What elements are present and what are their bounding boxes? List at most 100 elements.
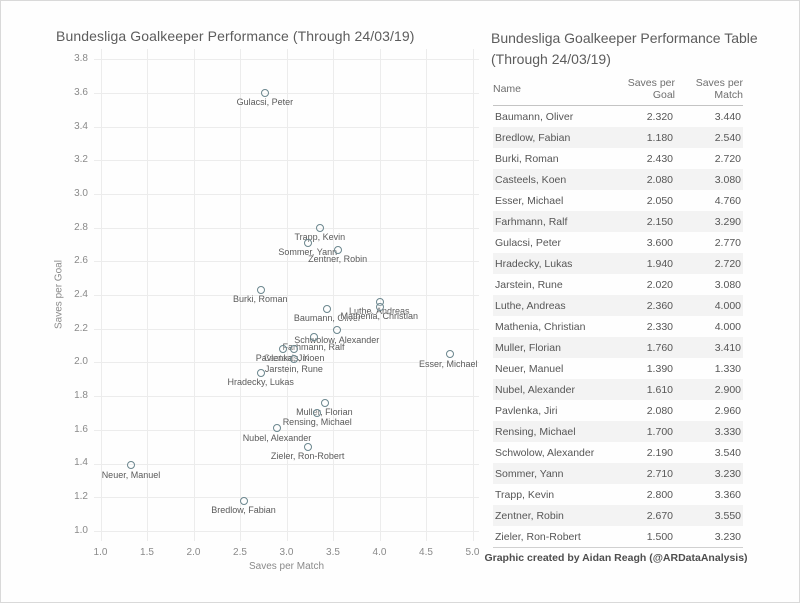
y-tick-label: 3.4 (74, 120, 88, 132)
scatter-point[interactable] (278, 344, 287, 353)
scatter-point[interactable] (309, 333, 318, 342)
table-row[interactable]: Rensing, Michael 1.700 3.330 (493, 421, 743, 442)
cell-name: Mathenia, Christian (495, 320, 586, 333)
scatter-point[interactable] (333, 245, 342, 254)
x-tick-label: 2.5 (233, 547, 247, 558)
scatter-point[interactable] (320, 398, 329, 407)
point-label: Burki, Roman (233, 294, 288, 305)
cell-saves-per-match: 4.000 (714, 299, 741, 312)
point-label: Schwolow, Alexander (294, 334, 380, 345)
cell-saves-per-match: 3.360 (714, 488, 741, 501)
y-tick-label: 3.6 (74, 86, 88, 98)
table-row[interactable]: Jarstein, Rune 2.020 3.080 (493, 274, 743, 295)
cell-saves-per-goal: 2.150 (646, 215, 673, 228)
cell-saves-per-match: 2.900 (714, 383, 741, 396)
cell-name: Trapp, Kevin (495, 488, 555, 501)
y-tick-label: 1.0 (74, 524, 88, 536)
cell-name: Muller, Florian (495, 341, 561, 354)
scatter-point[interactable] (289, 355, 298, 363)
scatter-point[interactable] (256, 285, 265, 294)
column-header[interactable]: Saves per Goal (613, 75, 675, 106)
scatter-point[interactable] (256, 368, 265, 377)
cell-saves-per-goal: 2.190 (646, 446, 673, 459)
table-title: Bundesliga Goalkeeper Performance Table … (491, 30, 758, 67)
table-row[interactable]: Burki, Roman 2.430 2.720 (493, 148, 743, 169)
scatter-point[interactable] (316, 223, 324, 232)
scatter-point[interactable] (303, 238, 312, 247)
cell-saves-per-match: 3.230 (714, 467, 741, 480)
scatter-point[interactable] (239, 496, 248, 505)
cell-saves-per-goal: 2.430 (646, 152, 673, 165)
table-row[interactable]: Trapp, Kevin 2.800 3.360 (493, 484, 743, 505)
x-tick-label: 5.0 (465, 547, 480, 558)
cell-name: Sommer, Yann (495, 467, 564, 480)
x-tick-label: 1.0 (93, 547, 108, 558)
column-header[interactable]: Name (493, 75, 613, 106)
cell-name: Jarstein, Rune (495, 278, 563, 291)
table-header-row: Name Saves per Goal Saves per Match (493, 75, 743, 106)
point-label: Farhmann, Ralf (282, 341, 345, 352)
column-header[interactable]: Saves per Match (675, 75, 743, 106)
table-row[interactable]: Nubel, Alexander 1.610 2.900 (493, 379, 743, 400)
table-row[interactable]: Schwolow, Alexander 2.190 3.540 (493, 442, 743, 463)
gridline-x (147, 49, 148, 541)
cell-saves-per-match: 3.080 (714, 173, 741, 186)
cell-saves-per-match: 3.080 (714, 278, 741, 291)
scatter-point[interactable] (261, 88, 270, 97)
gridline-x (426, 49, 427, 541)
cell-saves-per-goal: 2.710 (646, 467, 673, 480)
table-row[interactable]: Bredlow, Fabian 1.180 2.540 (493, 127, 743, 148)
table-row[interactable]: Luthe, Andreas 2.360 4.000 (493, 295, 743, 316)
point-label: Nubel, Alexander (242, 432, 312, 443)
scatter-point[interactable] (303, 442, 312, 451)
table-row[interactable]: Casteels, Koen 2.080 3.080 (493, 169, 743, 190)
scatter-point[interactable] (289, 344, 298, 353)
credit-text: Graphic created by Aidan Reagh (@ARDataA… (484, 552, 748, 564)
table-row[interactable]: Esser, Michael 2.050 4.760 (493, 190, 743, 211)
table-row[interactable]: Muller, Florian 1.760 3.410 (493, 337, 743, 358)
y-tick-label: 2.0 (74, 356, 88, 368)
gridline-x (286, 49, 288, 541)
cell-saves-per-goal: 1.500 (613, 526, 675, 548)
scatter-point[interactable] (446, 350, 455, 358)
scatter-point[interactable] (313, 408, 322, 417)
table-row[interactable]: Zieler, Ron-Robert 1.500 3.230 (493, 526, 743, 548)
table-row[interactable]: Sommer, Yann 2.710 3.230 (493, 463, 743, 484)
scatter-point[interactable] (332, 326, 341, 335)
table-row[interactable]: Mathenia, Christian 2.330 4.000 (493, 316, 743, 337)
cell-saves-per-goal: 1.760 (646, 341, 673, 354)
cell-name: Burki, Roman (495, 152, 559, 165)
table-row[interactable]: Pavlenka, Jiri 2.080 2.960 (493, 400, 743, 421)
cell-saves-per-match: 4.000 (714, 320, 741, 333)
cell-saves-per-match: 3.290 (714, 215, 741, 228)
table-row[interactable]: Gulacsi, Peter 3.600 2.770 (493, 232, 743, 253)
scatter-point[interactable] (375, 302, 384, 311)
cell-saves-per-match: 4.760 (714, 194, 741, 207)
table-row[interactable]: Baumann, Oliver 2.320 3.440 (493, 106, 743, 128)
y-tick-label: 3.8 (74, 53, 88, 65)
point-label: Rensing, Michael (282, 417, 352, 428)
gridline-x (379, 49, 381, 541)
gridline-x (240, 49, 241, 541)
gridline-x (193, 49, 195, 541)
cell-saves-per-goal: 2.800 (646, 488, 673, 501)
point-label: Zentner, Robin (308, 254, 368, 264)
point-label: Neuer, Manuel (101, 469, 161, 480)
y-tick-label: 3.2 (74, 154, 88, 166)
y-tick-label: 2.8 (74, 221, 88, 233)
scatter-point[interactable] (127, 461, 136, 470)
cell-name: Baumann, Oliver (495, 110, 574, 123)
table-row[interactable]: Neuer, Manuel 1.390 1.330 (493, 358, 743, 379)
cell-name: Zentner, Robin (495, 509, 564, 522)
point-label: Zieler, Ron-Robert (270, 451, 345, 462)
table-row[interactable]: Hradecky, Lukas 1.940 2.720 (493, 253, 743, 274)
table-row[interactable]: Farhmann, Ralf 2.150 3.290 (493, 211, 743, 232)
point-label: Hradecky, Lukas (227, 377, 294, 387)
scatter-point[interactable] (273, 424, 282, 433)
cell-saves-per-match: 2.720 (714, 152, 741, 165)
cell-name: Nubel, Alexander (495, 383, 575, 396)
table-row[interactable]: Zentner, Robin 2.670 3.550 (493, 505, 743, 526)
gridline-x (333, 49, 334, 541)
scatter-point[interactable] (323, 304, 332, 313)
cell-name: Gulacsi, Peter (495, 236, 561, 249)
